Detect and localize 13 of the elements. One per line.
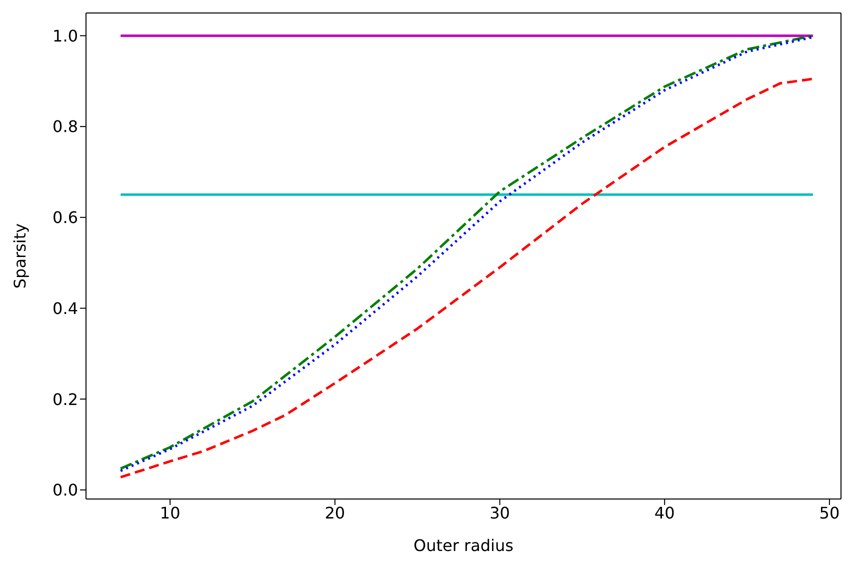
x-axis-title: Outer radius (414, 536, 514, 555)
y-tick-label: 0.2 (52, 390, 78, 409)
y-tick-label: 0.8 (52, 117, 78, 136)
x-tick-label: 20 (324, 503, 346, 522)
y-axis-title: Sparsity (10, 223, 30, 289)
x-tick-label: 50 (819, 503, 840, 522)
y-tick-label: 0.0 (52, 480, 78, 500)
x-tick-label: 30 (490, 503, 510, 522)
y-tick-label: 0.4 (52, 298, 78, 318)
x-tick-label: 10 (160, 503, 180, 522)
y-tick-label: 1.0 (52, 26, 78, 46)
y-tick-label: 0.6 (52, 208, 78, 228)
x-tick-label: 40 (654, 503, 675, 522)
